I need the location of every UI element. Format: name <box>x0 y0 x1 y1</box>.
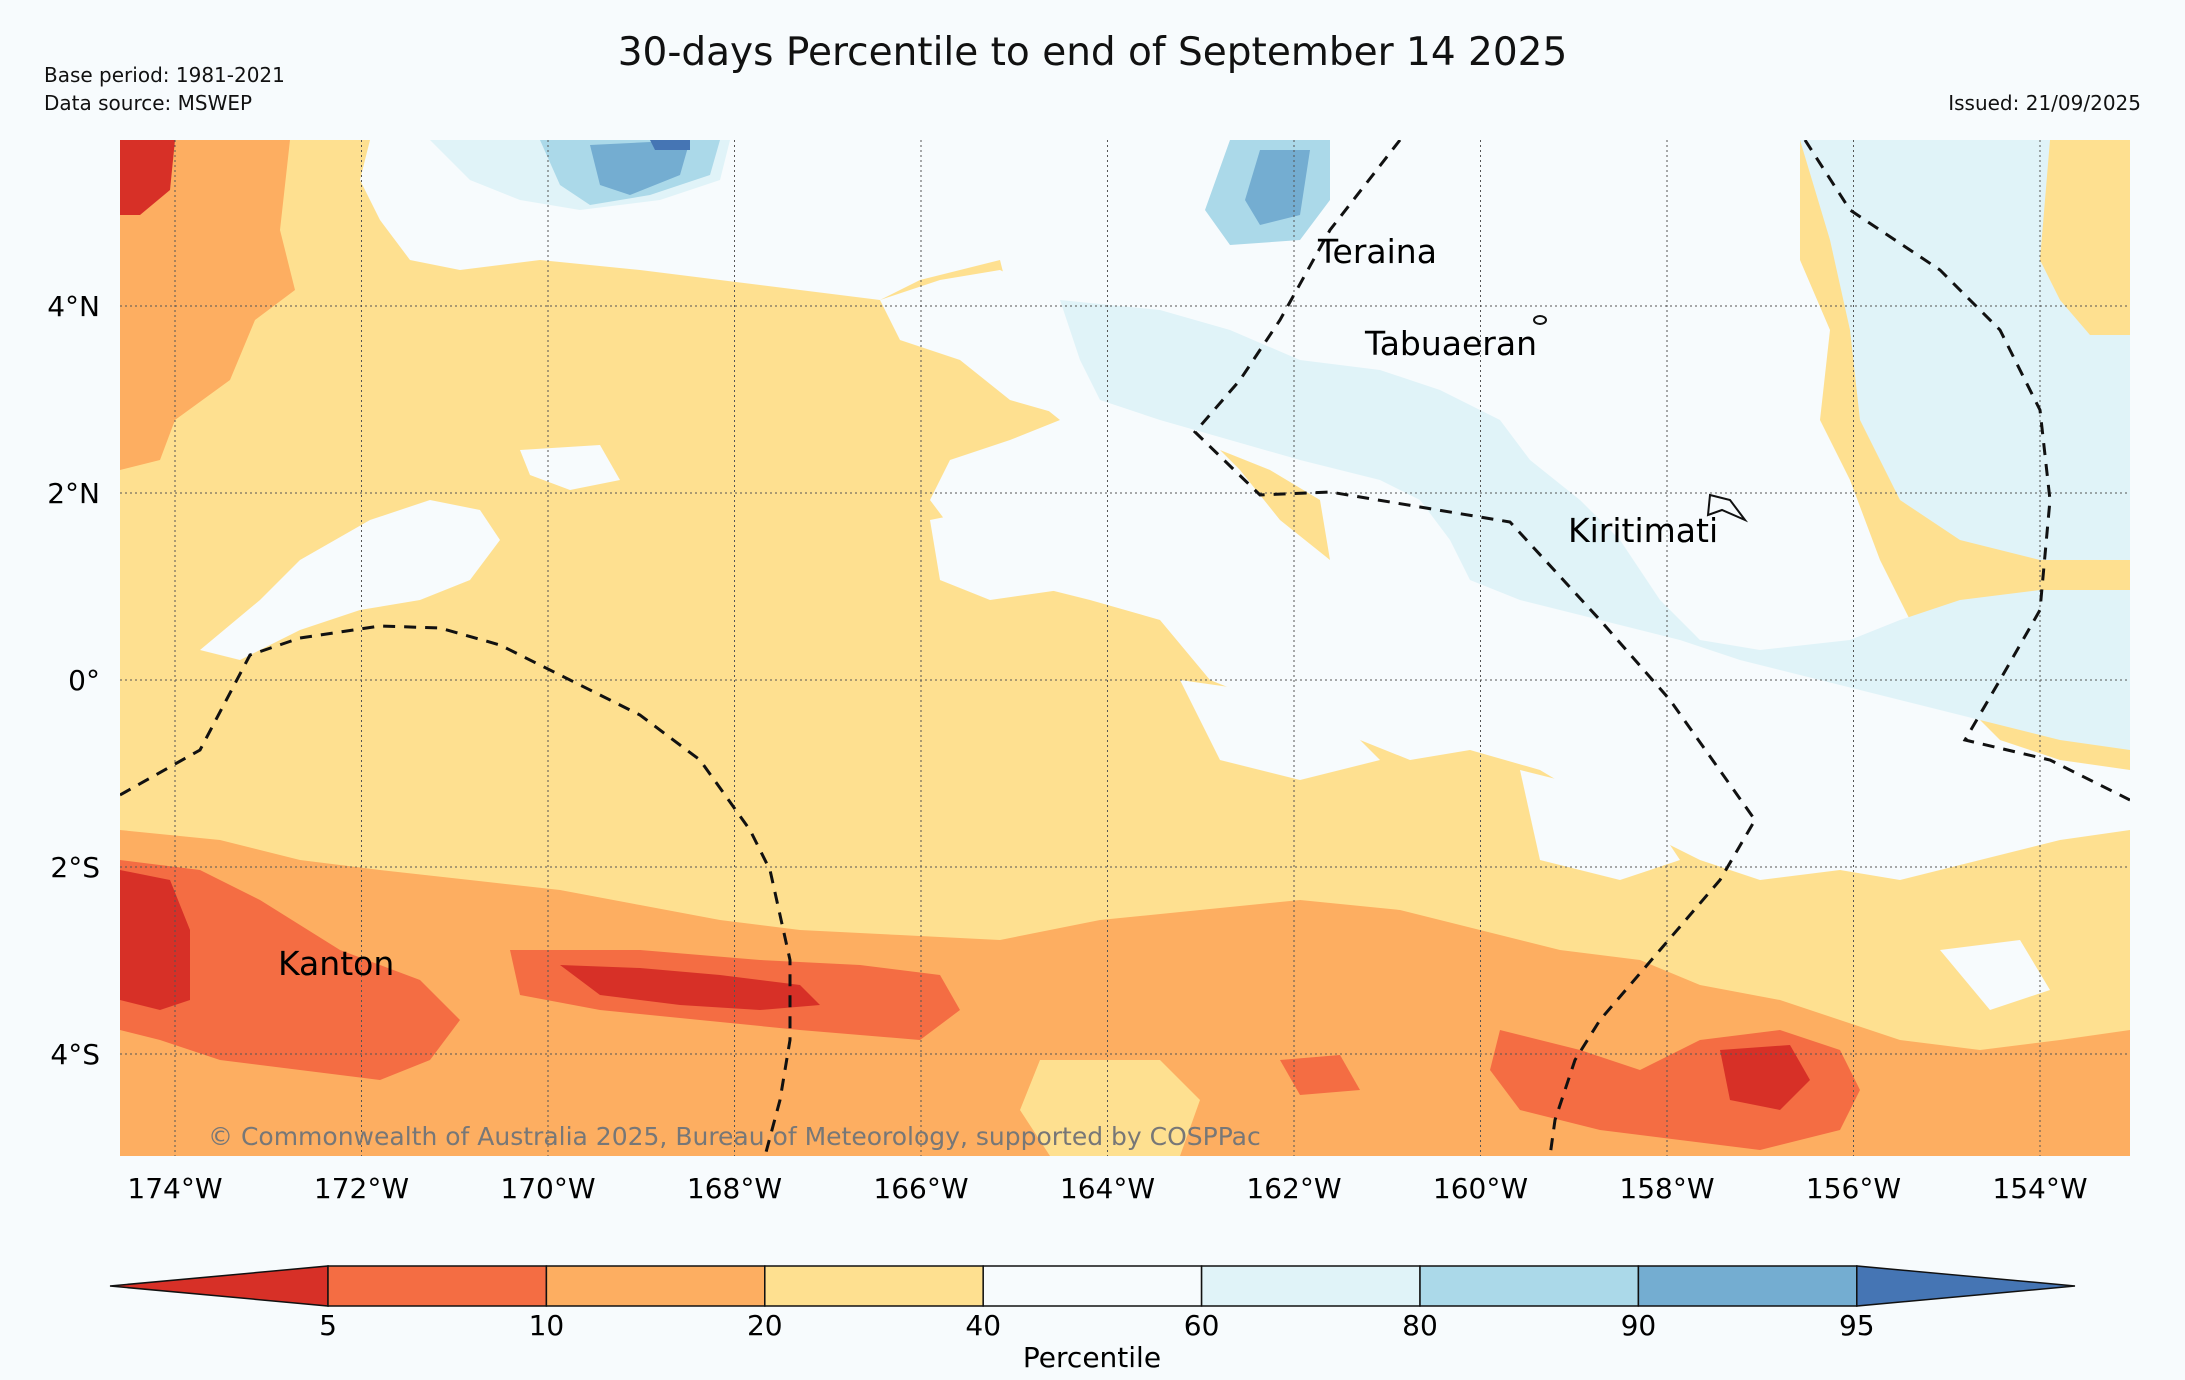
colorbar-segment <box>764 1265 984 1307</box>
region-5-10-patch <box>1280 1055 1360 1095</box>
longitude-label: 154°W <box>1992 1172 2087 1205</box>
eez-boundaries <box>120 140 2130 1156</box>
region-40-60-west <box>200 500 500 660</box>
place-label-kanton: Kanton <box>278 944 394 983</box>
eez-boundary-kanton <box>120 624 792 1156</box>
colorbar-segment <box>327 1265 548 1307</box>
colorbar-segment <box>545 1265 766 1307</box>
longitude-label: 156°W <box>1806 1172 1901 1205</box>
colorbar-segment <box>1419 1265 1640 1307</box>
colorbar-tick-label: 5 <box>319 1309 337 1342</box>
colorbar-segment <box>1200 1265 1421 1307</box>
longitude-label: 172°W <box>314 1172 409 1205</box>
longitude-label: 162°W <box>1246 1172 1341 1205</box>
map-fill-layer <box>120 140 2130 1156</box>
colorbar-tick-label: 40 <box>965 1309 1001 1342</box>
colorbar-tick-labels: 5 10 20 40 60 80 90 95 <box>319 1309 1875 1342</box>
region-40-60-patch4 <box>1520 770 1680 880</box>
data-source-text: Data source: MSWEP <box>44 91 253 115</box>
region-40-60-north <box>360 140 2130 880</box>
region-20-40-south-patch <box>1020 1060 1200 1156</box>
copyright-notice: © Commonwealth of Australia 2025, Bureau… <box>208 1122 1261 1151</box>
longitude-label: 170°W <box>500 1172 595 1205</box>
region-40-60-patch1 <box>520 445 620 490</box>
tabuaeran-island-outline <box>1533 315 1547 325</box>
region-5-10-sw <box>120 860 460 1080</box>
latitude-label: 2°N <box>47 477 100 510</box>
base-period-text: Base period: 1981-2021 <box>44 63 285 87</box>
colorbar-tick-label: 80 <box>1402 1309 1438 1342</box>
longitude-label: 164°W <box>1060 1172 1155 1205</box>
region-below-5-nw <box>120 140 175 215</box>
longitude-label: 174°W <box>127 1172 222 1205</box>
colorbar-segment <box>1637 1265 1858 1307</box>
region-40-60-patch3 <box>1180 680 1380 780</box>
latitude-label: 4°N <box>47 290 100 323</box>
region-below-5-south-central <box>560 965 820 1010</box>
longitude-labels: 174°W 172°W 170°W 168°W 166°W 164°W 162°W 160°W… <box>127 1172 2087 1205</box>
longitude-label: 158°W <box>1619 1172 1714 1205</box>
colorbar-extend-high <box>1856 1265 2076 1307</box>
colorbar-tick-label: 90 <box>1621 1309 1657 1342</box>
region-below-5-sw <box>120 870 190 1010</box>
colorbar-tick-label: 60 <box>1184 1309 1220 1342</box>
region-40-60-patch2 <box>930 500 1110 600</box>
colorbar-tick-label: 20 <box>747 1309 783 1342</box>
issued-date-text: Issued: 21/09/2025 <box>1948 91 2141 115</box>
latitude-label: 2°S <box>50 851 100 884</box>
region-20-40-ne-edge <box>2040 140 2130 335</box>
colorbar-extend-low <box>109 1265 329 1307</box>
region-60-80-central <box>1060 300 2130 750</box>
region-90-95-north <box>590 140 690 195</box>
eez-boundary-east <box>1803 140 2130 802</box>
longitude-label: 160°W <box>1433 1172 1528 1205</box>
region-above-95 <box>650 140 690 150</box>
region-60-80-ne <box>1090 140 2130 560</box>
longitude-label: 166°W <box>873 1172 968 1205</box>
map-title: 30-days Percentile to end of September 1… <box>617 30 1568 75</box>
latitude-labels: 4°N 2°N 0° 2°S 4°S <box>47 290 100 1071</box>
kiritimati-island-outline <box>1706 493 1749 523</box>
graticule <box>120 140 2130 1156</box>
region-below-5-se <box>1720 1045 1810 1110</box>
colorbar-tick-label: 10 <box>529 1309 565 1342</box>
place-label-kiritimati: Kiritimati <box>1568 511 1718 550</box>
colorbar-segment <box>982 1265 1203 1307</box>
place-label-tabuaeran: Tabuaeran <box>1364 324 1537 363</box>
colorbar-label: Percentile <box>1023 1341 1161 1374</box>
colorbar <box>109 1265 2076 1307</box>
region-10-20-nw <box>120 140 295 470</box>
place-label-teraina: Teraina <box>1317 232 1437 271</box>
region-40-60-patch5 <box>1940 940 2050 1010</box>
latitude-label: 4°S <box>50 1038 100 1071</box>
longitude-label: 168°W <box>687 1172 782 1205</box>
latitude-label: 0° <box>68 664 100 697</box>
colorbar-tick-label: 95 <box>1839 1309 1875 1342</box>
